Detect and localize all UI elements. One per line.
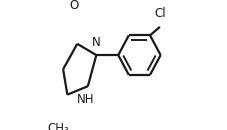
- Text: N: N: [91, 36, 100, 49]
- Text: O: O: [69, 0, 78, 12]
- Text: Cl: Cl: [153, 8, 165, 21]
- Text: CH₃: CH₃: [47, 122, 69, 130]
- Text: NH: NH: [77, 93, 94, 106]
